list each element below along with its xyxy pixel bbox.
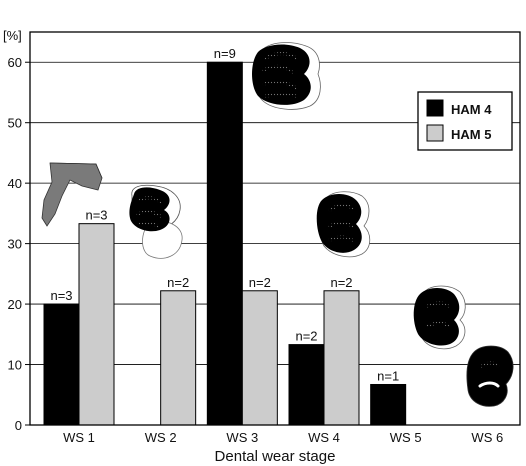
legend-swatch-ham5 [426, 124, 444, 142]
x-tick-label: WS 2 [145, 430, 177, 445]
bar-count-label: n=2 [167, 275, 189, 290]
x-tick-label: WS 5 [390, 430, 422, 445]
bar-count-label: n=2 [295, 329, 317, 344]
legend-swatch-ham4 [426, 99, 444, 117]
x-tick-label: WS 3 [226, 430, 258, 445]
tooth-ws4-illustration [316, 191, 371, 258]
x-tick-label: WS 1 [63, 430, 95, 445]
bar-ham5-ws3 [241, 290, 278, 426]
legend-label-ham4: HAM 4 [451, 102, 492, 117]
bar-ham4-ws5 [370, 383, 407, 426]
bar-ham5-ws4 [323, 290, 360, 426]
y-axis: 0 10 20 30 40 50 60 [8, 55, 30, 433]
plot-frame [29, 31, 521, 426]
bar-count-label: n=3 [50, 288, 72, 303]
y-tick-label: 40 [8, 176, 22, 191]
tooth-ws3-illustration [252, 42, 321, 110]
x-axis: WS 1 WS 2 WS 3 WS 4 WS 5 WS 6 [63, 430, 503, 445]
x-axis-title: Dental wear stage [215, 448, 336, 465]
x-tick-label: WS 6 [471, 430, 503, 445]
x-tick-label: WS 4 [308, 430, 340, 445]
bar-count-label: n=2 [249, 275, 271, 290]
tooth-ws2-illustration [129, 184, 183, 259]
bar-ham4-ws4 [288, 344, 325, 426]
bar-ham5-ws2 [160, 290, 197, 426]
y-tick-label: 20 [8, 297, 22, 312]
bars [43, 61, 407, 426]
y-tick-label: 50 [8, 116, 22, 131]
bar-ham4-ws1 [43, 303, 80, 426]
bar-ham5-ws1 [78, 223, 115, 426]
y-axis-unit: [%] [3, 28, 22, 43]
bar-count-label: n=9 [214, 46, 236, 61]
bar-labels: n=3 n=3 n=2 n=9 n=2 n=2 n=2 n=1 [50, 46, 399, 383]
jaw-illustration [41, 162, 103, 227]
y-tick-label: 60 [8, 55, 22, 70]
y-tick-label: 10 [8, 358, 22, 373]
bar-count-label: n=1 [377, 368, 399, 383]
tooth-ws5-illustration [413, 285, 466, 350]
legend-label-ham5: HAM 5 [451, 127, 491, 142]
tooth-ws6-illustration [466, 345, 514, 407]
legend: HAM 4 HAM 5 [417, 91, 513, 151]
bar-count-label: n=2 [330, 275, 352, 290]
bar-ham4-ws3 [206, 61, 243, 426]
bar-count-label: n=3 [85, 208, 107, 223]
y-tick-label: 30 [8, 237, 22, 252]
y-tick-label: 0 [15, 418, 22, 433]
